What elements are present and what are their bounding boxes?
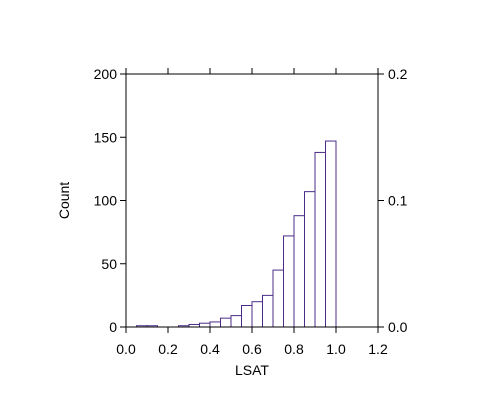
histogram-bars (136, 140, 337, 328)
y2-tick-label: 0.0 (388, 319, 408, 335)
histogram-bar (314, 151, 326, 328)
x-tick-label: 0.8 (284, 341, 304, 357)
chart-ticks: 0.0 0.2 0.4 0.6 0.8 1.0 1.2 0 50 100 150 200 0.0 0.1 0… (94, 66, 408, 357)
histogram-bar (325, 140, 337, 328)
histogram-bar (283, 235, 295, 328)
histogram-bar (230, 315, 242, 328)
histogram-bar (220, 317, 232, 328)
histogram-bar (293, 215, 305, 328)
y2-tick-label: 0.1 (388, 193, 408, 209)
x-axis-title: LSAT (235, 362, 269, 378)
y-tick-label: 50 (101, 256, 117, 272)
histogram-bar (272, 269, 284, 328)
y-axis-title: Count (56, 182, 72, 219)
y-tick-label: 0 (109, 319, 117, 335)
histogram-bar (304, 191, 316, 328)
x-tick-label: 0.4 (200, 341, 220, 357)
histogram-bar (262, 294, 274, 328)
y-tick-label: 150 (94, 129, 118, 145)
x-tick-label: 0.6 (242, 341, 262, 357)
y-tick-label: 100 (94, 193, 118, 209)
histogram-bar (199, 322, 211, 328)
histogram-bar (209, 321, 221, 328)
x-tick-label: 0.0 (116, 341, 136, 357)
x-tick-label: 1.0 (326, 341, 346, 357)
y-tick-label: 200 (94, 66, 118, 82)
chart-axes (125, 73, 379, 328)
y2-tick-label: 0.2 (388, 66, 408, 82)
histogram-bar (251, 301, 263, 328)
histogram-bar (241, 304, 253, 328)
x-tick-label: 1.2 (368, 341, 388, 357)
x-tick-label: 0.2 (158, 341, 178, 357)
